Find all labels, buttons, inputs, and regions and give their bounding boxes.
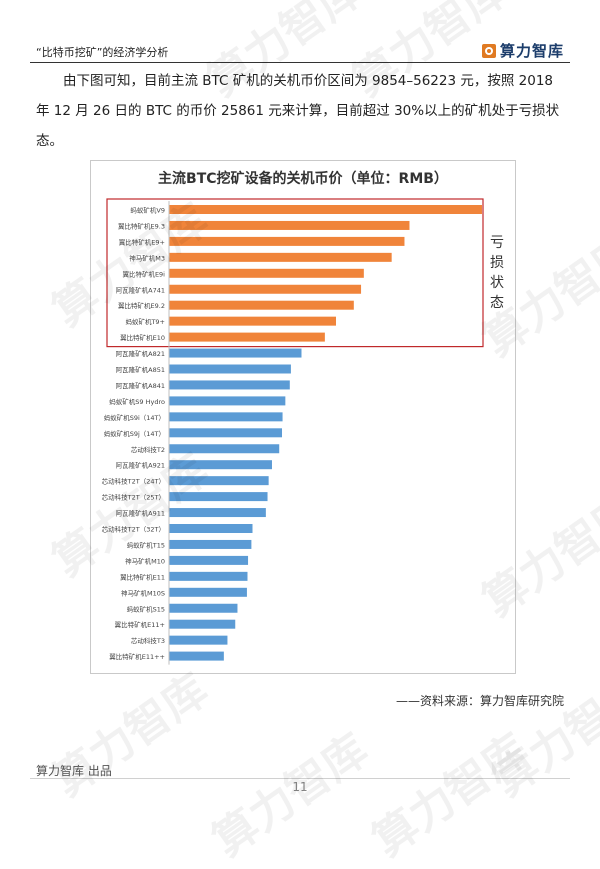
category-label: 阿瓦隆矿机A821 [116,349,165,358]
bar [169,412,283,422]
bar [169,635,228,645]
bar [169,555,249,565]
category-label: 翼比特矿机E9+ [119,237,165,246]
category-label: 阿瓦隆矿机A741 [116,285,165,294]
category-label: 芯动科技T2T（25T） [102,493,165,502]
category-label: 神马矿机M10 [125,556,165,565]
category-label: 芯动科技T2T（24T） [102,477,165,486]
category-label: 蚂蚁矿机T9+ [125,317,165,326]
bar-chart-svg: 主流BTC挖矿设备的关机币价（单位：RMB） 亏损状态 蚂蚁矿机V9 翼比特矿机E9.… [102,170,504,665]
category-label: 阿瓦隆矿机A851 [116,365,165,374]
bar [169,428,283,438]
category-label: 蚂蚁矿机S9 Hydro [109,397,165,406]
category-label: 翼比特矿机E9.2 [118,301,165,310]
category-label: 蚂蚁矿机T15 [127,540,165,549]
bar-chart: 主流BTC挖矿设备的关机币价（单位：RMB） 亏损状态 蚂蚁矿机V9 翼比特矿机E9.… [90,160,516,674]
brand-logo: 算力智库 [481,40,564,61]
bar [169,476,269,486]
bar [169,300,354,310]
bar [169,539,252,549]
page-number: 11 [292,780,308,794]
header-title: “比特币挖矿”的经济学分析 [36,46,169,59]
category-label: 阿瓦隆矿机A921 [116,461,165,470]
logo-icon [481,43,496,58]
bar [169,364,291,374]
bar [169,236,405,246]
category-label: 神马矿机M3 [129,253,165,262]
loss-annotation-char: 状 [490,275,504,291]
category-label: 芯动科技T2T（32T） [102,525,165,534]
loss-annotation-char: 损 [490,255,504,271]
category-label: 芯动科技T2 [131,445,165,454]
bar [169,380,290,390]
bar [169,316,336,326]
footer-divider [30,778,570,779]
loss-annotation-char: 态 [490,295,504,311]
bar [169,571,248,581]
logo-text: 算力智库 [499,42,564,60]
category-label: 翼比特矿机E9.3 [118,221,165,230]
category-label: 阿瓦隆矿机A911 [116,509,165,518]
bar [169,220,410,230]
category-label: 蚂蚁矿机S9j（14T） [104,429,165,438]
category-label: 蚂蚁矿机S15 [127,604,165,613]
bar [169,332,325,342]
bar [169,492,268,502]
category-label: 芯动科技T3 [131,636,165,645]
category-label: 翼比特矿机E9i [122,269,165,278]
bar [169,348,302,358]
category-label: 翼比特矿机E11++ [109,652,165,661]
bar [169,252,392,262]
bar [169,619,236,629]
bar [169,284,362,294]
bar [169,444,280,454]
bar [169,603,238,613]
bar [169,460,272,470]
source-note: ——资料来源：算力智库研究院 [395,694,564,708]
bar [169,268,364,278]
category-label: 翼比特矿机E11+ [115,620,165,629]
body-paragraph: 由下图可知，目前主流 BTC 矿机的关机币价区间为 9854–56223 元，按… [36,73,560,149]
category-label: 神马矿机M10S [121,588,165,597]
footer-publisher: 算力智库 出品 [36,764,112,778]
category-label: 蚂蚁矿机V9 [130,206,165,215]
category-label: 翼比特矿机E11 [120,572,165,581]
loss-highlight-box [106,198,484,348]
bar [169,396,286,406]
chart-title: 主流BTC挖矿设备的关机币价（单位：RMB） [158,170,448,187]
bar [169,587,247,597]
category-label: 阿瓦隆矿机A841 [116,381,165,390]
category-label: 蚂蚁矿机S9i（14T） [104,413,165,422]
loss-annotation-char: 亏 [490,235,504,251]
bar [169,651,224,661]
header-divider [30,62,570,63]
category-label: 翼比特矿机E10 [120,333,165,342]
bar [169,524,253,533]
bar [169,205,482,214]
bar [169,508,266,518]
